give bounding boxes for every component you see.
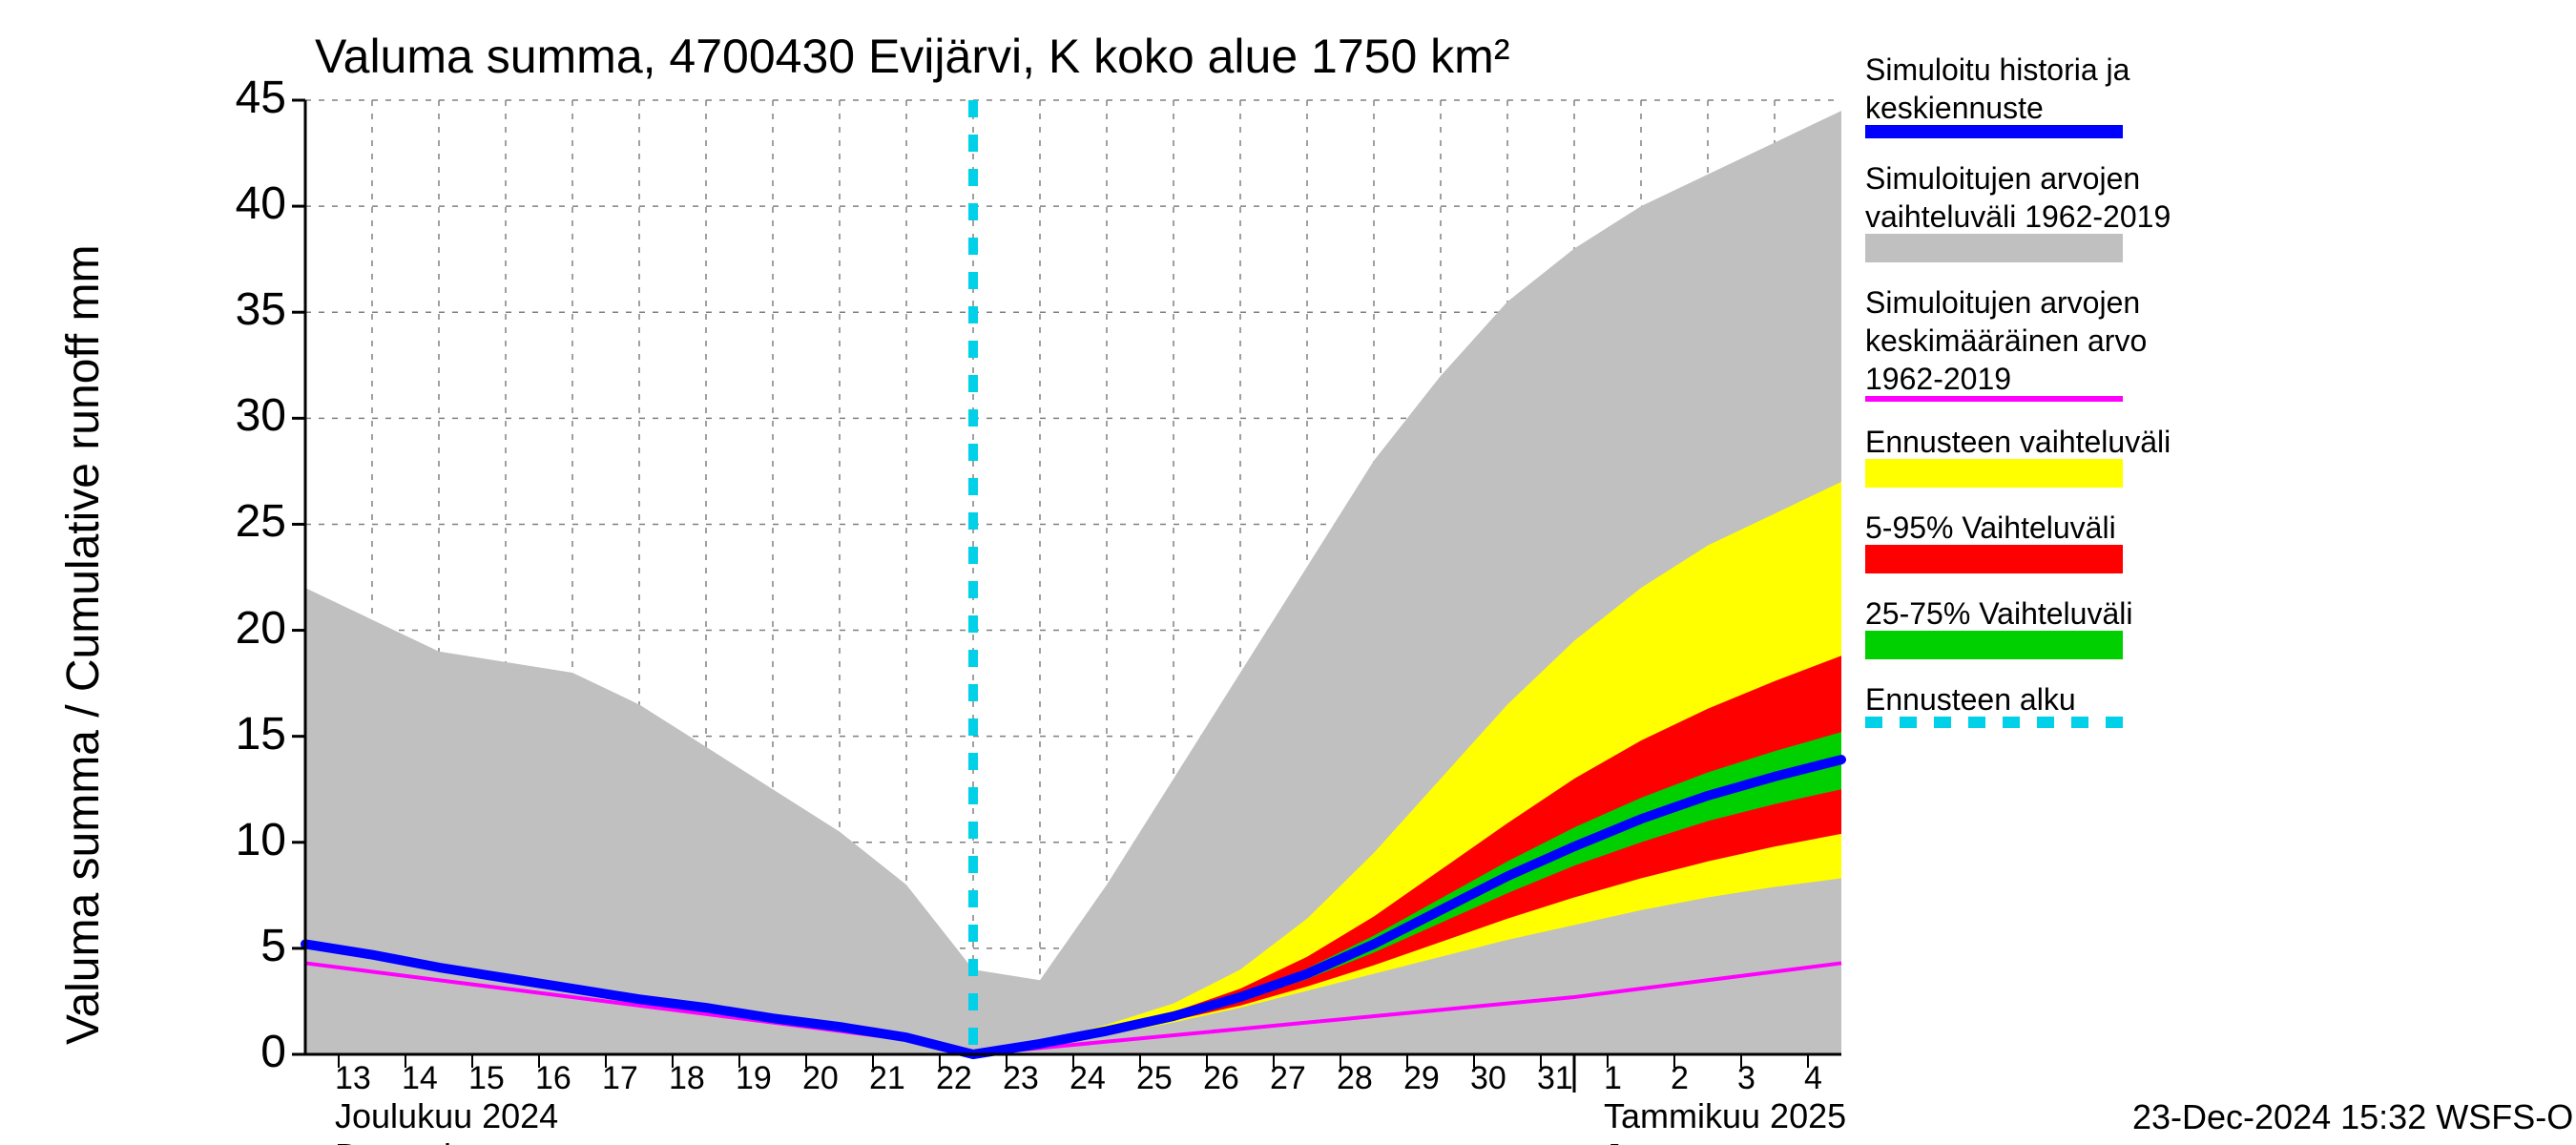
y-tick-label: 35	[210, 283, 286, 336]
legend-label: keskimääräinen arvo	[1865, 323, 2147, 359]
x-tick-label: 19	[736, 1060, 772, 1097]
x-tick-label: 2	[1671, 1060, 1689, 1097]
x-tick-label: 21	[869, 1060, 905, 1097]
y-tick-label: 5	[210, 920, 286, 972]
x-tick-label: 13	[335, 1060, 371, 1097]
legend-label: 25-75% Vaihteluväli	[1865, 596, 2132, 632]
legend-swatch	[1865, 234, 2123, 262]
y-tick-label: 10	[210, 814, 286, 866]
y-tick-label: 0	[210, 1026, 286, 1078]
x-tick-label: 4	[1804, 1060, 1822, 1097]
footer-timestamp: 23-Dec-2024 15:32 WSFS-O	[2132, 1097, 2573, 1137]
x-tick-label: 25	[1136, 1060, 1173, 1097]
month-label: Tammikuu 2025	[1604, 1096, 1846, 1136]
x-tick-label: 15	[468, 1060, 505, 1097]
x-tick-label: 26	[1203, 1060, 1239, 1097]
legend-label: vaihteluväli 1962-2019	[1865, 199, 2171, 235]
legend-label: Simuloitujen arvojen	[1865, 285, 2140, 321]
y-tick-label: 15	[210, 708, 286, 760]
y-tick-label: 40	[210, 177, 286, 230]
x-tick-label: 27	[1270, 1060, 1306, 1097]
legend-label: Simuloitu historia ja	[1865, 52, 2129, 88]
y-tick-label: 20	[210, 602, 286, 655]
y-tick-label: 30	[210, 389, 286, 442]
legend-swatch	[1865, 396, 2123, 402]
x-tick-label: 14	[402, 1060, 438, 1097]
y-tick-label: 25	[210, 495, 286, 548]
month-label: December	[335, 1136, 493, 1145]
x-tick-label: 1	[1604, 1060, 1622, 1097]
y-tick-label: 45	[210, 72, 286, 124]
chart-title: Valuma summa, 4700430 Evijärvi, K koko a…	[315, 29, 1509, 84]
x-tick-label: 29	[1403, 1060, 1440, 1097]
x-tick-label: 22	[936, 1060, 972, 1097]
legend-swatch	[1865, 125, 2123, 138]
x-tick-label: 18	[669, 1060, 705, 1097]
x-tick-label: 24	[1070, 1060, 1106, 1097]
y-axis-label: Valuma summa / Cumulative runoff mm	[57, 245, 110, 1046]
legend-label: keskiennuste	[1865, 91, 2044, 126]
x-tick-label: 20	[802, 1060, 839, 1097]
legend-label: Ennusteen vaihteluväli	[1865, 425, 2171, 460]
legend-swatch	[1865, 717, 2123, 728]
legend-swatch	[1865, 631, 2123, 659]
x-tick-label: 23	[1003, 1060, 1039, 1097]
x-tick-label: 3	[1737, 1060, 1755, 1097]
legend-label: Simuloitujen arvojen	[1865, 161, 2140, 197]
legend-label: 1962-2019	[1865, 362, 2011, 397]
legend-swatch	[1865, 459, 2123, 488]
month-label: January	[1604, 1136, 1726, 1145]
month-label: Joulukuu 2024	[335, 1096, 558, 1136]
legend-label: 5-95% Vaihteluväli	[1865, 510, 2116, 546]
legend-label: Ennusteen alku	[1865, 682, 2076, 718]
x-tick-label: 28	[1337, 1060, 1373, 1097]
x-tick-label: 30	[1470, 1060, 1506, 1097]
plot-area	[305, 100, 1841, 1054]
legend-swatch	[1865, 545, 2123, 573]
x-tick-label: 17	[602, 1060, 638, 1097]
x-tick-label: 16	[535, 1060, 571, 1097]
chart-root: Valuma summa, 4700430 Evijärvi, K koko a…	[0, 0, 2576, 1145]
x-tick-label: 31	[1537, 1060, 1573, 1097]
